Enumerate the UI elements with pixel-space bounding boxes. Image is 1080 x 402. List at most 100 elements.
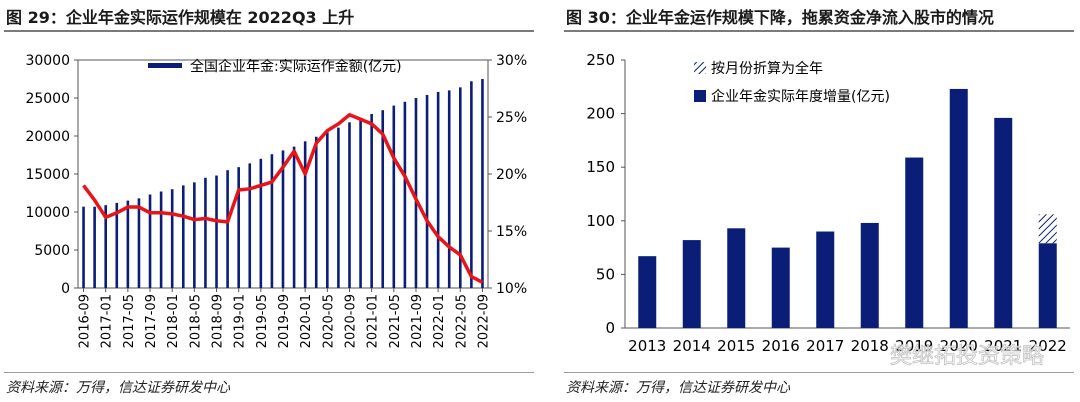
right-source-note: 资料来源：万得，信达证券研发中心 [566,380,790,396]
x-axis-tick-label: 2020 [940,337,978,355]
x-axis-tick-label: 2022-09 [476,294,491,348]
bar [126,200,130,288]
bar [204,177,207,288]
bar [381,110,385,288]
x-axis-tick-label: 2022-05 [454,294,469,348]
x-axis-tick-label: 2021-05 [388,294,403,348]
bar [326,132,329,288]
left-axis-tick-label: 15000 [25,167,70,183]
bar [638,256,657,328]
bar [481,79,484,288]
bar [259,158,263,288]
bar [470,81,473,288]
bar [82,206,85,288]
bar [181,185,185,288]
y-axis-tick-label: 200 [586,105,615,123]
bar [447,90,451,289]
right-chart-panel: 图 30：企业年金运作规模下降，拖累资金净流入股市的情况 0 50 100 150 20… [560,0,1080,402]
bar [148,194,152,288]
x-axis-tick-label: 2019-09 [277,294,292,348]
bar [436,91,440,288]
x-axis-tick-label: 2017-05 [122,294,137,348]
y-axis-tick-label: 250 [586,51,615,69]
x-axis-tick-label: 2018-05 [188,294,203,348]
bar [816,231,835,328]
bar [771,247,790,328]
bar [93,206,96,288]
bar [104,205,108,288]
legend-label-bar: 全国企业年金:实际运作金额(亿元) [190,58,402,75]
x-axis-tick-label: 2020-01 [299,294,314,348]
bar [137,198,141,288]
bar [370,113,373,289]
left-title-rule [4,30,534,32]
bar [237,167,240,288]
x-axis-tick-label: 2020-05 [321,294,336,348]
series-line [82,112,484,284]
bar [170,189,174,288]
legend-swatch-bar [148,63,182,68]
bar [159,191,163,288]
bar [403,101,407,288]
left-axis-tick-label: 0 [61,281,70,297]
left-bottom-rule [4,372,534,373]
left-axis-tick-label: 30000 [25,53,70,69]
x-axis-tick-label: 2017-01 [100,294,115,348]
left-chart-panel: 图 29：企业年金实际运作规模在 2022Q3 上升 0 5000 10000 150… [4,8,534,396]
legend-label-bar: 企业年金实际年度增量(亿元) [711,88,890,105]
x-axis-tick-label: 2014 [673,337,711,355]
bar [414,98,418,288]
right-axis-tick-label: 20% [496,167,527,183]
right-chart-svg: 0 50 100 150 200 250 2013 2014 2015 2016 2017 2018 2… [586,51,1070,369]
x-axis-tick-label: 2018-01 [166,294,181,348]
x-axis-tick-label: 2017-09 [144,294,159,348]
bar [1038,243,1057,328]
bar [292,146,296,288]
x-axis-tick-label: 2021-01 [366,294,381,348]
legend-swatch-bar [694,90,706,102]
x-axis-tick-label: 2019-05 [255,294,270,348]
x-axis-tick-label: 2018 [851,337,889,355]
left-axis-tick-label: 25000 [25,91,70,107]
bar [949,88,968,328]
x-axis-tick-label: 2021 [984,337,1022,355]
right-bottom-rule [564,372,1074,373]
bar-hatched [1038,214,1057,244]
x-axis-tick-label: 2016 [762,337,800,355]
left-axis-tick-label: 5000 [34,243,70,259]
bar [226,170,229,288]
left-axis-tick-label: 10000 [25,205,70,221]
left-chart-svg: 0 5000 10000 15000 20000 25000 30000 10% 15% 20% 2… [25,53,527,348]
bar [314,136,318,288]
bar [248,163,252,288]
x-axis-tick-label: 2019-01 [233,294,248,348]
x-axis-tick-label: 2015 [717,337,755,355]
y-axis-tick-label: 100 [586,212,615,230]
x-axis-tick-label: 2021-09 [410,294,425,348]
x-axis-tick-label: 2018-09 [211,294,226,348]
bar [392,105,396,288]
x-axis-tick-label: 2022-01 [432,294,447,348]
x-axis-tick-label: 2013 [628,337,666,355]
x-axis-tick-label: 2020-09 [343,294,358,348]
x-axis-tick-label: 2022 [1029,337,1067,355]
left-axis-tick-label: 20000 [25,129,70,145]
bar [727,228,746,328]
legend-label-hatched: 按月份折算为全年 [711,60,823,77]
left-chart-title: 图 29：企业年金实际运作规模在 2022Q3 上升 [6,8,355,27]
bar [682,240,701,328]
right-axis-tick-label: 10% [496,281,527,297]
x-axis-tick-label: 2016-09 [78,294,93,348]
legend-swatch-hatched [694,62,706,74]
y-axis-tick-label: 50 [596,265,615,283]
bar [348,122,351,288]
bar [281,150,285,288]
bar [193,182,196,288]
bar [337,127,340,288]
right-axis-tick-label: 30% [496,53,527,69]
bar [994,117,1013,328]
watermark-text: 樊继拓投资策略 [890,344,1044,369]
bar [458,87,462,288]
bar [270,154,274,288]
right-title-rule [564,30,1074,32]
